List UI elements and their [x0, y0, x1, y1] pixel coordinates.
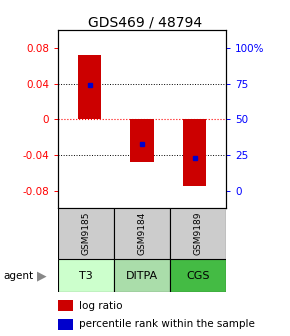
Text: GDS469 / 48794: GDS469 / 48794: [88, 15, 202, 29]
Text: percentile rank within the sample: percentile rank within the sample: [79, 319, 255, 329]
Text: T3: T3: [79, 270, 93, 281]
Bar: [130, 119, 154, 162]
Text: GSM9184: GSM9184: [137, 212, 147, 255]
FancyBboxPatch shape: [170, 259, 226, 292]
Text: log ratio: log ratio: [79, 301, 123, 311]
FancyBboxPatch shape: [58, 208, 114, 259]
Text: ▶: ▶: [37, 269, 47, 282]
Bar: [78, 55, 101, 119]
Bar: [183, 119, 206, 186]
Text: agent: agent: [3, 270, 33, 281]
FancyBboxPatch shape: [114, 208, 170, 259]
Bar: [58, 319, 73, 330]
Text: DITPA: DITPA: [126, 270, 158, 281]
Text: GSM9185: GSM9185: [81, 212, 90, 255]
Bar: [58, 300, 73, 311]
Text: GSM9189: GSM9189: [194, 212, 203, 255]
FancyBboxPatch shape: [114, 259, 170, 292]
Text: CGS: CGS: [186, 270, 210, 281]
FancyBboxPatch shape: [58, 259, 114, 292]
FancyBboxPatch shape: [170, 208, 226, 259]
